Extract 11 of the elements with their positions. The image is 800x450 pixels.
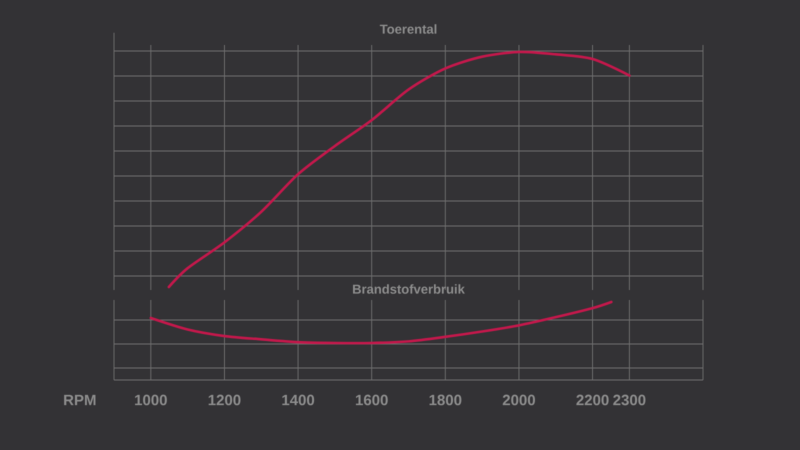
x-tick-label: 1000 xyxy=(135,394,167,406)
x-tick-label: 2200 xyxy=(576,394,609,406)
x-tick-label: 1200 xyxy=(208,394,240,406)
chart-title: Toerental xyxy=(380,24,436,34)
chart-title: Brandstofverbruik xyxy=(353,284,465,294)
x-tick-label: 2000 xyxy=(502,394,535,406)
x-tick-label: 1600 xyxy=(356,394,388,406)
x-tick-label: 1400 xyxy=(282,394,314,406)
x-tick-label: 2300 xyxy=(613,394,646,406)
x-tick-label: 1800 xyxy=(430,394,462,406)
x-axis-title: RPM xyxy=(64,394,96,406)
